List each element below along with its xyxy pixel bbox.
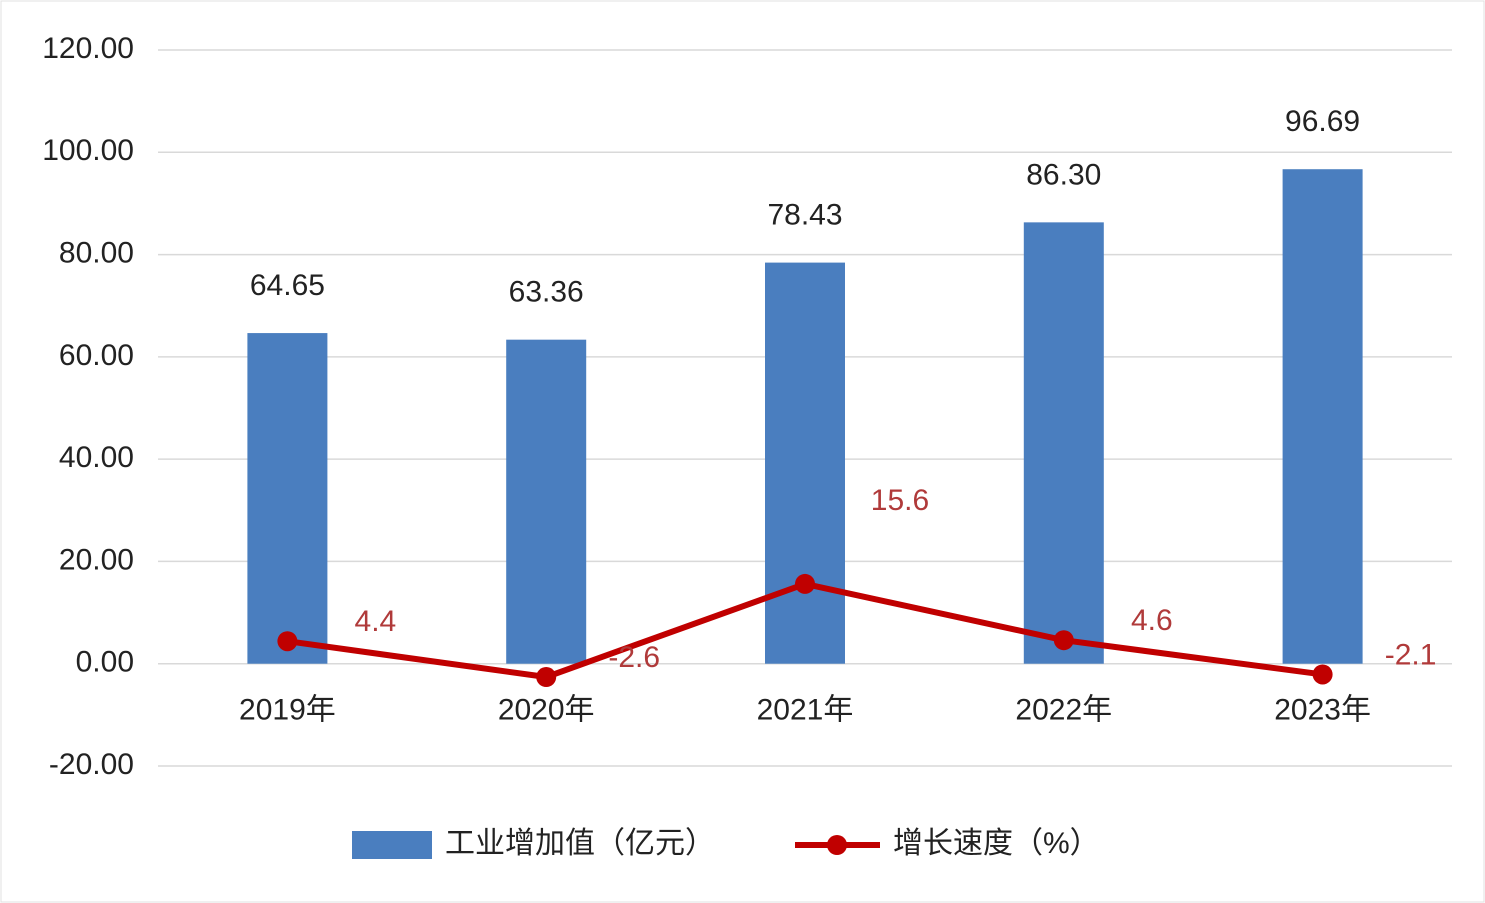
x-tick-label: 2022年	[1015, 694, 1112, 727]
line-value-label: -2.1	[1385, 638, 1437, 671]
y-tick-label: 100.00	[42, 134, 134, 167]
line-value-label: -2.6	[608, 641, 660, 674]
y-tick-label: 0.00	[76, 646, 134, 679]
bar	[765, 262, 845, 664]
bar	[247, 333, 328, 664]
bar-value-label: 96.69	[1285, 105, 1360, 138]
line-value-label: 4.4	[355, 605, 397, 638]
bar-value-label: 63.36	[509, 276, 584, 309]
line-point	[277, 631, 298, 652]
y-tick-label: 120.00	[42, 32, 134, 65]
legend-label: 增长速度（%）	[893, 827, 1100, 860]
x-tick-label: 2020年	[498, 694, 595, 727]
y-tick-label: 60.00	[59, 339, 134, 372]
bar-value-label: 78.43	[767, 199, 842, 232]
bar	[1282, 169, 1363, 664]
y-tick-label: 40.00	[59, 441, 134, 474]
y-tick-label: 20.00	[59, 543, 134, 576]
y-tick-label: 80.00	[59, 236, 134, 269]
line-value-label: 4.6	[1131, 604, 1173, 637]
bar	[1023, 222, 1104, 664]
line-point	[1053, 630, 1074, 651]
bar-value-label: 64.65	[250, 269, 325, 302]
bar	[506, 339, 587, 664]
bar-value-label: 86.30	[1026, 158, 1101, 191]
x-tick-label: 2019年	[239, 694, 336, 727]
y-tick-label: -20.00	[49, 748, 134, 781]
legend-swatch	[352, 831, 432, 859]
line-point	[536, 667, 557, 688]
x-tick-label: 2021年	[757, 694, 854, 727]
line-value-label: 15.6	[871, 484, 929, 517]
line-point	[1312, 664, 1333, 685]
x-tick-label: 2023年	[1274, 694, 1371, 727]
line-point	[795, 573, 815, 594]
legend-swatch	[827, 835, 847, 855]
legend-label: 工业增加值（亿元）	[445, 827, 715, 860]
